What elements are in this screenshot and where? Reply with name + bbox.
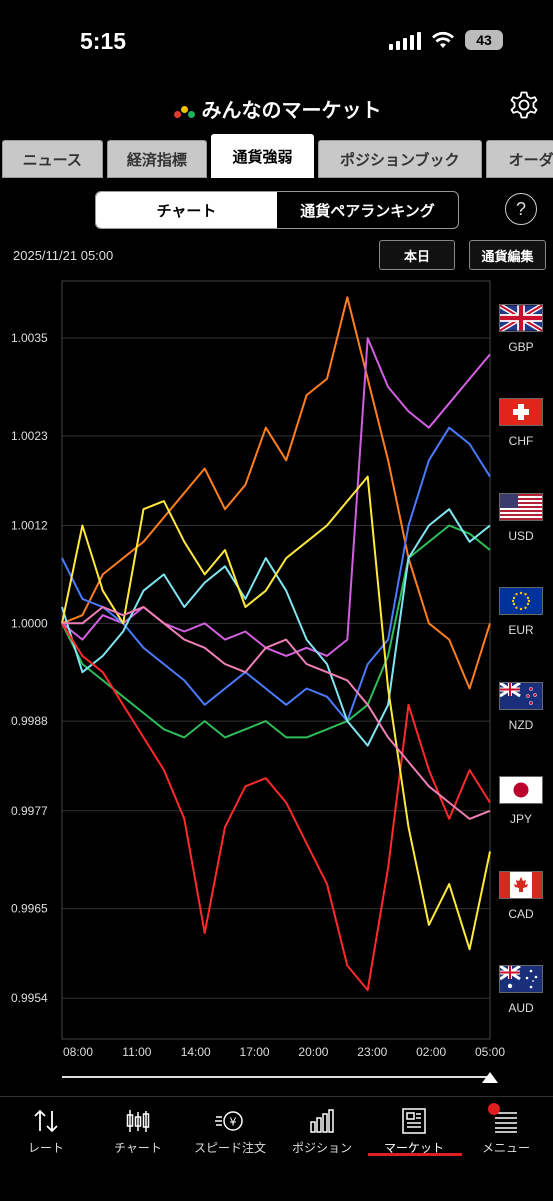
page-title: みんなのマーケット — [0, 94, 553, 123]
wifi-icon — [432, 31, 454, 48]
segment-chart[interactable]: チャート — [96, 192, 277, 228]
currency-strength-chart[interactable]: 1.0035 1.0023 1.0012 1.0000 0.9988 0.9977 0.99… — [0, 278, 553, 1078]
app-header: みんなのマーケット — [0, 82, 553, 132]
aud-flag-icon — [499, 965, 543, 993]
x-tick-label: 02:00 — [416, 1045, 446, 1059]
candlestick-icon — [126, 1110, 150, 1132]
nav-market[interactable]: マーケット — [368, 1105, 460, 1156]
x-tick-label: 11:00 — [122, 1045, 151, 1059]
cellular-signal-icon — [389, 30, 421, 50]
y-tick-label: 0.9977 — [11, 804, 48, 818]
notification-badge — [488, 1103, 500, 1115]
y-tick-label: 0.9988 — [11, 714, 48, 728]
currency-jpy[interactable]: JPY — [497, 776, 545, 826]
y-tick-label: 1.0012 — [11, 519, 48, 533]
nav-label: メニュー — [481, 1141, 530, 1155]
currency-eur[interactable]: EUR — [497, 587, 545, 637]
view-segment-control: チャート 通貨ペアランキング — [95, 191, 459, 229]
nav-speed-order[interactable]: ¥ スピード注文 — [184, 1105, 276, 1156]
svg-text:¥: ¥ — [230, 1116, 237, 1129]
series-line-jpy — [61, 622, 491, 992]
x-tick-label: 08:00 — [63, 1045, 93, 1059]
nav-label: ポジション — [291, 1141, 352, 1155]
x-tick-label: 14:00 — [181, 1045, 211, 1059]
series-line-eur — [61, 524, 491, 739]
x-tick-label: 17:00 — [240, 1045, 270, 1059]
series-line-usd — [61, 426, 491, 723]
status-bar: 5:15 43 — [0, 0, 553, 82]
cad-flag-icon — [499, 871, 543, 899]
today-button[interactable]: 本日 — [379, 240, 455, 270]
currency-chf[interactable]: CHF — [497, 398, 545, 448]
currency-code: AUD — [508, 1001, 534, 1015]
currency-code: GBP — [508, 340, 534, 354]
y-tick-label: 1.0023 — [11, 429, 48, 443]
rate-arrows-icon — [34, 1109, 58, 1133]
tab-currency-strength[interactable]: 通貨強弱 — [211, 134, 314, 178]
active-nav-indicator — [368, 1153, 462, 1156]
nav-label: チャート — [114, 1141, 162, 1155]
currency-cad[interactable]: CAD — [497, 871, 545, 921]
plot-area — [61, 280, 491, 1040]
tab-economic-indicators[interactable]: 経済指標 — [106, 140, 208, 178]
app-logo-icon — [172, 102, 198, 122]
series-line-gbp — [61, 296, 491, 690]
speed-order-icon: ¥ — [215, 1111, 243, 1131]
series-line-chf — [61, 337, 491, 657]
help-icon[interactable]: ? — [505, 193, 537, 225]
battery-icon: 43 — [465, 30, 503, 50]
nav-label: マーケット — [383, 1141, 444, 1155]
header-title: みんなのマーケット — [201, 100, 382, 122]
bottom-navigation: レート チャート ¥ スピード注文 ポジション マーケット メニュー — [0, 1096, 553, 1201]
nav-label: レート — [27, 1141, 64, 1155]
menu-list-icon — [495, 1112, 517, 1133]
currency-code: USD — [508, 529, 534, 543]
y-tick-label: 1.0000 — [11, 616, 48, 630]
x-tick-label: 05:00 — [475, 1045, 505, 1059]
currency-code: CHF — [508, 434, 534, 448]
position-bars-icon — [310, 1109, 334, 1133]
currency-usd[interactable]: USD — [497, 493, 545, 543]
market-tabs: ニュース 経済指標 通貨強弱 ポジションブック オーダ — [0, 134, 553, 178]
nav-chart[interactable]: チャート — [92, 1105, 184, 1156]
gbp-flag-icon — [499, 304, 543, 332]
chart-datetime: 2025/11/21 05:00 — [13, 248, 114, 263]
currency-code: JPY — [509, 812, 532, 826]
series-line-aud — [62, 606, 491, 820]
eur-flag-icon — [499, 587, 543, 615]
usd-flag-icon — [499, 493, 543, 521]
slider-handle[interactable] — [482, 1072, 498, 1083]
y-tick-label: 0.9965 — [11, 902, 48, 916]
chf-flag-icon — [499, 398, 543, 426]
time-range-slider[interactable] — [62, 1068, 498, 1088]
nav-rate[interactable]: レート — [0, 1105, 92, 1156]
currency-code: CAD — [508, 907, 534, 921]
tab-position-book[interactable]: ポジションブック — [317, 140, 482, 178]
nav-menu[interactable]: メニュー — [460, 1105, 552, 1156]
edit-currencies-button[interactable]: 通貨編集 — [469, 240, 546, 270]
currency-nzd[interactable]: NZD — [497, 682, 545, 732]
x-tick-label: 23:00 — [357, 1045, 387, 1059]
currency-code: EUR — [508, 623, 534, 637]
segment-pair-ranking[interactable]: 通貨ペアランキング — [300, 202, 435, 220]
market-news-icon — [402, 1108, 426, 1134]
settings-gear-icon[interactable] — [507, 88, 541, 122]
nav-label: スピード注文 — [193, 1141, 266, 1155]
nav-position[interactable]: ポジション — [276, 1105, 368, 1156]
currency-gbp[interactable]: GBP — [497, 304, 545, 354]
currency-code: NZD — [508, 718, 534, 732]
x-tick-label: 20:00 — [298, 1045, 328, 1059]
tab-news[interactable]: ニュース — [2, 140, 103, 178]
series-line-cad — [61, 475, 491, 951]
jpy-flag-icon — [499, 776, 543, 804]
nzd-flag-icon — [499, 682, 543, 710]
status-time: 5:15 — [80, 28, 127, 54]
y-tick-label: 0.9954 — [11, 991, 48, 1005]
currency-aud[interactable]: AUD — [497, 965, 545, 1015]
y-tick-label: 1.0035 — [11, 331, 48, 345]
tab-order-book[interactable]: オーダ — [485, 140, 553, 178]
